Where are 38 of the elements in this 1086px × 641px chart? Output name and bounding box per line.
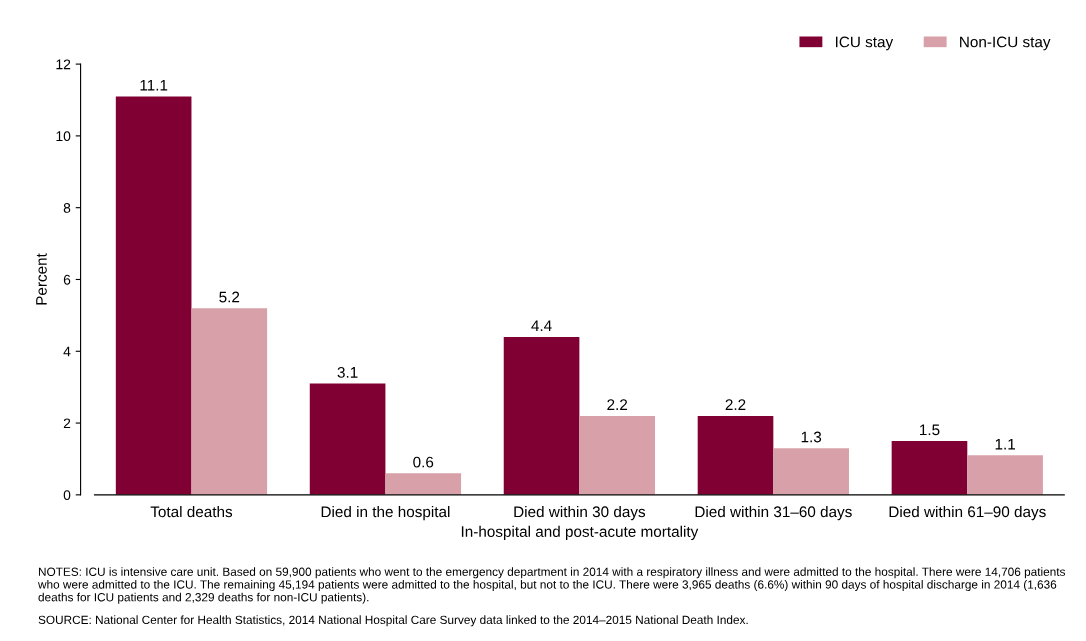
text: NOTES: ICU is intensive care unit. Based on 59,900 patients who went to the emergency department in 2014 with a respiratory illness and were admitted to the hospital. There were 14,706 patients who were admitted to the ICU. The remaining 45,194 patients were admitted to the hospital, but not to the ICU. There were 3,965 deaths (6.6%) within 90 days of hospital discharge in 2014 (1,636 deaths for ICU patients and 2,329 deaths for non-ICU patients). (37, 567, 1066, 604)
legend-label: Non-ICU stay (960, 36, 1051, 51)
x-tick-label: Died within 61–90 days (889, 505, 1046, 521)
bar (309, 383, 386, 495)
y-axis-title: Percent (36, 253, 47, 305)
y-tick-label: 0 (63, 490, 71, 501)
x-axis-title: In-hospital and post-acute mortality (461, 525, 699, 540)
legend-label: ICU stay (835, 36, 894, 51)
bar (773, 448, 849, 495)
data-label: 0.6 (413, 456, 434, 468)
data-label: 1.5 (920, 424, 940, 436)
y-tick-label: 4 (63, 346, 71, 357)
data-label: 2.2 (607, 399, 628, 410)
bar (967, 455, 1043, 495)
data-label: 3.1 (337, 366, 358, 378)
bar (697, 415, 774, 495)
x-tick-label: Total deaths (150, 505, 233, 518)
data-label: 1.3 (801, 431, 822, 443)
y-tick-label: 6 (63, 274, 71, 285)
y-tick-label: 2 (63, 418, 71, 429)
bar (385, 473, 462, 495)
y-tick-label: 12 (56, 59, 71, 70)
bar (191, 308, 268, 495)
data-label: 2.2 (725, 399, 746, 410)
x-tick-label: Died within 31–60 days (695, 505, 852, 521)
y-tick-label: 8 (63, 203, 71, 213)
data-label: 4.4 (531, 320, 552, 331)
data-label: 5.2 (219, 291, 240, 303)
bar (115, 96, 192, 495)
bar (579, 415, 656, 495)
bar (891, 441, 968, 495)
data-label: 11.1 (140, 79, 168, 91)
x-tick-label: Died within 30 days (514, 505, 646, 521)
y-tick-label: 10 (56, 131, 71, 142)
x-tick-label: Died in the hospital (321, 505, 450, 521)
source-note: SOURCE: National Center for Health Statistics, 2014 National Hospital Care Survey data linked to the 2014–2015 National Death Index. (38, 615, 748, 627)
data-label: 1.1 (995, 438, 1015, 450)
bar (503, 336, 580, 495)
